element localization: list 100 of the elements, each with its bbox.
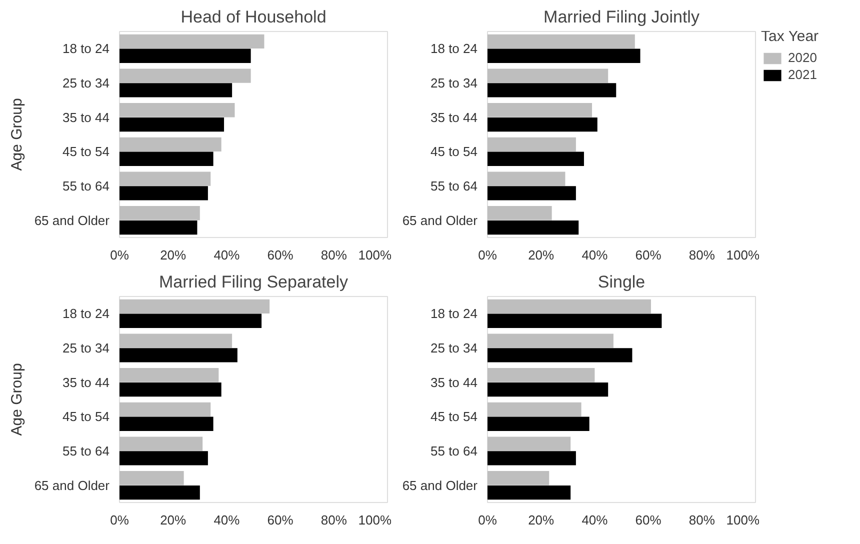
x-tick-label: 60% xyxy=(267,248,294,262)
x-tick-label: 100% xyxy=(726,512,760,528)
y-tick-label: 45 to 54 xyxy=(62,144,110,160)
y-axis-title: Age Group xyxy=(8,98,26,171)
x-tick-label: 0% xyxy=(478,512,498,528)
y-tick-label: 55 to 64 xyxy=(62,444,110,458)
bar xyxy=(488,416,590,431)
bar xyxy=(120,172,211,186)
bar xyxy=(120,299,270,314)
y-tick-label: 35 to 44 xyxy=(430,374,478,390)
bar xyxy=(488,206,552,220)
x-tick-label: 80% xyxy=(320,512,348,528)
bar xyxy=(120,137,222,152)
y-tick-label: 18 to 24 xyxy=(430,41,478,56)
y-tick-label: 45 to 54 xyxy=(430,409,478,424)
bar xyxy=(488,382,608,397)
y-tick-label: 25 to 34 xyxy=(62,76,110,90)
bar xyxy=(120,206,200,220)
bar xyxy=(120,368,219,382)
y-tick-label: 55 to 64 xyxy=(430,178,478,194)
bar xyxy=(488,471,550,486)
bar xyxy=(488,368,595,382)
bar xyxy=(120,186,208,200)
y-tick-label: 25 to 34 xyxy=(62,340,110,356)
x-tick-label: 0% xyxy=(478,248,498,262)
x-tick-label: 100% xyxy=(358,248,392,262)
bar xyxy=(488,299,651,314)
bar xyxy=(120,471,184,486)
x-tick-label: 60% xyxy=(635,248,662,262)
legend-label: 2021 xyxy=(788,67,817,82)
bar xyxy=(488,348,632,362)
chart-title: Married Filing Separately xyxy=(159,272,348,292)
legend-title: Tax Year xyxy=(761,30,819,45)
y-tick-label: 65 and Older xyxy=(402,212,478,228)
y-tick-label: 45 to 54 xyxy=(430,144,478,160)
x-tick-label: 100% xyxy=(726,248,760,262)
bar xyxy=(488,68,608,83)
x-tick-label: 60% xyxy=(635,512,662,528)
x-tick-label: 80% xyxy=(320,248,348,262)
bar xyxy=(488,220,579,235)
x-tick-label: 80% xyxy=(688,248,716,262)
y-tick-label: 55 to 64 xyxy=(430,444,478,458)
y-tick-label: 25 to 34 xyxy=(430,340,478,356)
bar xyxy=(488,152,584,166)
chart-title: Single xyxy=(598,272,646,292)
y-tick-label: 45 to 54 xyxy=(62,409,110,424)
x-tick-label: 0% xyxy=(110,248,130,262)
y-tick-label: 35 to 44 xyxy=(430,110,478,125)
bar xyxy=(488,48,640,63)
bar xyxy=(120,402,211,417)
bar xyxy=(488,83,616,98)
bar xyxy=(120,34,264,49)
bar xyxy=(120,103,235,118)
bar xyxy=(120,314,262,328)
bar xyxy=(120,117,224,132)
bar xyxy=(120,416,214,431)
x-tick-label: 40% xyxy=(582,512,608,528)
chart-title: Married Filing Jointly xyxy=(544,8,700,26)
bar xyxy=(120,348,238,362)
x-tick-label: 0% xyxy=(110,512,130,528)
x-tick-label: 40% xyxy=(214,248,240,262)
y-tick-label: 35 to 44 xyxy=(62,110,110,125)
chart-title: Head of Household xyxy=(180,8,326,26)
x-tick-label: 60% xyxy=(267,512,294,528)
bar xyxy=(488,34,635,49)
bar xyxy=(488,334,614,348)
bar xyxy=(488,451,576,466)
bar xyxy=(120,382,222,397)
bar xyxy=(488,402,582,417)
y-tick-label: 65 and Older xyxy=(34,212,110,228)
y-axis-title: Age Group xyxy=(8,363,26,436)
bar xyxy=(120,83,232,98)
bar xyxy=(120,485,200,500)
x-tick-label: 20% xyxy=(528,512,555,528)
y-tick-label: 25 to 34 xyxy=(430,76,478,90)
bar xyxy=(120,220,198,235)
x-tick-label: 20% xyxy=(528,248,555,262)
bar xyxy=(488,137,576,152)
x-tick-label: 20% xyxy=(160,248,187,262)
bar xyxy=(120,48,251,63)
x-tick-label: 40% xyxy=(214,512,240,528)
x-tick-label: 80% xyxy=(688,512,716,528)
bar xyxy=(488,103,592,118)
bar xyxy=(488,314,662,328)
y-tick-label: 18 to 24 xyxy=(62,306,110,322)
x-tick-label: 100% xyxy=(358,512,392,528)
x-tick-label: 20% xyxy=(160,512,187,528)
y-tick-label: 65 and Older xyxy=(402,478,478,493)
bar xyxy=(120,152,214,166)
y-tick-label: 35 to 44 xyxy=(62,374,110,390)
bar xyxy=(120,451,208,466)
y-tick-label: 18 to 24 xyxy=(62,41,110,56)
bar xyxy=(120,334,232,348)
legend-label: 2020 xyxy=(788,50,817,65)
bar xyxy=(488,485,571,500)
bar xyxy=(120,68,251,83)
bar xyxy=(488,117,598,132)
bar xyxy=(488,186,576,200)
y-tick-label: 18 to 24 xyxy=(430,306,478,322)
bar xyxy=(120,436,203,451)
